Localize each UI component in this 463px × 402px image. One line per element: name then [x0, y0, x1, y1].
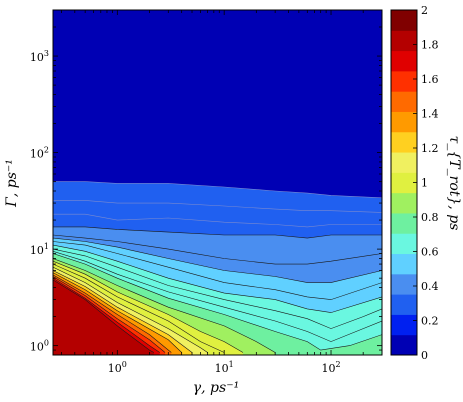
y-axis-ticks: 100 101 102 103 [30, 9, 382, 356]
x-tick-label: 102 [321, 360, 340, 375]
colorbar-tick-label: 1.6 [421, 73, 439, 86]
colorbar-swatch [391, 10, 417, 31]
contour-line-15 [53, 270, 193, 353]
x-tick-label: 100 [108, 360, 127, 375]
colorbar-tick-label: 0.6 [421, 246, 439, 259]
colorbar-tick-label: 0.8 [421, 211, 439, 224]
contour-line-7 [53, 244, 382, 313]
contour-line-0 [53, 181, 382, 199]
colorbar-swatch [391, 30, 417, 52]
colorbar-tick-label: 1.8 [421, 39, 439, 52]
contour-line-11 [53, 258, 276, 353]
contour-lines [53, 181, 382, 353]
colorbar-swatch [391, 192, 417, 214]
colorbar-tick-label: 0 [421, 349, 428, 362]
x-axis-ticks: 100 101 102 [61, 10, 383, 375]
contour-line-14 [53, 266, 208, 353]
contour-line-19 [53, 277, 160, 353]
colorbar-swatch [391, 212, 417, 234]
colorbar: 0 0.2 0.4 0.6 0.8 1 1.2 1.4 1.6 1.8 2 [390, 4, 439, 362]
contour-line-16 [53, 272, 182, 353]
contour-line-5 [53, 237, 382, 283]
contour-fills [53, 10, 382, 355]
colorbar-swatch [391, 273, 417, 295]
colorbar-swatch [391, 294, 417, 315]
x-axis-label: γ, ps⁻¹ [193, 380, 239, 396]
colorbar-swatch [391, 131, 417, 153]
contour-line-9 [53, 251, 382, 342]
contour-line-8 [53, 248, 382, 329]
colorbar-swatch [391, 253, 417, 275]
contour-line-3 [53, 226, 382, 239]
contour-line-1 [53, 200, 382, 213]
colorbar-swatch [391, 111, 417, 133]
contour-line-10 [53, 253, 382, 351]
colorbar-swatch [391, 70, 417, 92]
colorbar-tick-label: 2 [421, 4, 428, 17]
contour-line-12 [53, 260, 244, 353]
colorbar-swatch [391, 172, 417, 194]
colorbar-tick-label: 1.4 [421, 108, 439, 121]
contour-line-13 [53, 263, 225, 353]
colorbar-tick-label: 1.2 [421, 142, 439, 155]
colorbar-tick-label: 0.2 [421, 315, 439, 328]
x-tick-label: 101 [215, 360, 234, 375]
y-tick-label: 102 [30, 146, 49, 161]
contour-line-17 [53, 274, 172, 353]
colorbar-swatch [391, 334, 417, 356]
contour-line-20 [53, 279, 155, 353]
colorbar-swatch [391, 50, 417, 72]
contour-line-4 [53, 234, 382, 265]
y-tick-label: 103 [30, 49, 49, 64]
plot-frame [52, 9, 383, 356]
colorbar-swatch [391, 91, 417, 112]
colorbar-swatch [391, 314, 417, 336]
colorbar-tick-label: 0.4 [421, 280, 439, 293]
colorbar-label: τ_{T_rot}, ps [446, 136, 462, 231]
contour-line-18 [53, 276, 166, 353]
y-tick-label: 101 [30, 242, 49, 257]
y-axis-label: Γ, ps⁻¹ [4, 159, 20, 208]
colorbar-swatch [391, 233, 417, 255]
colorbar-swatch [391, 152, 417, 173]
contour-line-6 [53, 241, 382, 300]
contour-band-20 [53, 279, 154, 355]
colorbar-tick-label: 1 [421, 177, 428, 190]
contour-line-2 [53, 213, 382, 228]
y-tick-label: 100 [30, 339, 49, 354]
